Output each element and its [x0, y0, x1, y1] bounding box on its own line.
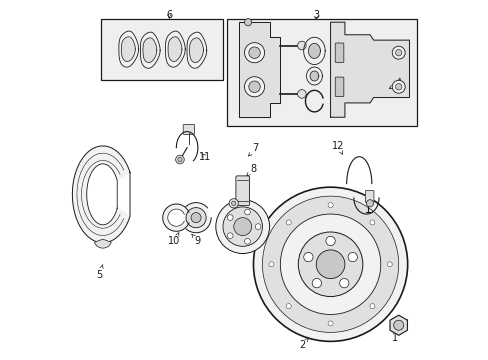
FancyBboxPatch shape	[226, 19, 416, 126]
Circle shape	[395, 84, 401, 90]
Circle shape	[391, 46, 405, 59]
Circle shape	[303, 252, 312, 262]
Circle shape	[175, 155, 184, 164]
Circle shape	[327, 321, 332, 326]
Circle shape	[244, 42, 264, 63]
Circle shape	[255, 224, 261, 229]
Polygon shape	[239, 22, 280, 117]
Polygon shape	[186, 32, 206, 68]
Text: 6: 6	[166, 10, 172, 20]
Circle shape	[191, 213, 201, 223]
Polygon shape	[189, 38, 203, 63]
Circle shape	[244, 238, 250, 244]
Circle shape	[280, 214, 380, 315]
Circle shape	[215, 200, 269, 253]
Circle shape	[311, 279, 321, 288]
Text: 8: 8	[246, 164, 256, 176]
Circle shape	[248, 47, 260, 58]
Circle shape	[297, 41, 305, 50]
Polygon shape	[167, 209, 184, 226]
Polygon shape	[165, 31, 185, 67]
Text: 3: 3	[312, 10, 319, 20]
Circle shape	[327, 203, 332, 208]
Circle shape	[244, 19, 251, 26]
Text: 7: 7	[248, 143, 258, 156]
Circle shape	[181, 203, 211, 233]
Circle shape	[297, 90, 305, 98]
Circle shape	[285, 220, 291, 225]
Circle shape	[386, 262, 391, 267]
Wedge shape	[94, 239, 111, 248]
Circle shape	[393, 320, 403, 330]
Circle shape	[178, 157, 182, 162]
Circle shape	[316, 250, 344, 279]
Circle shape	[369, 220, 374, 225]
Polygon shape	[330, 22, 408, 117]
Polygon shape	[119, 31, 138, 67]
Circle shape	[268, 262, 273, 267]
Circle shape	[298, 232, 362, 297]
Polygon shape	[72, 146, 130, 243]
FancyBboxPatch shape	[235, 176, 249, 206]
Polygon shape	[163, 204, 188, 231]
Circle shape	[262, 196, 398, 332]
Polygon shape	[168, 37, 182, 62]
FancyBboxPatch shape	[365, 190, 373, 203]
Circle shape	[366, 200, 373, 207]
Circle shape	[347, 252, 357, 262]
Circle shape	[185, 208, 206, 228]
Polygon shape	[142, 38, 157, 63]
Polygon shape	[140, 32, 160, 68]
Circle shape	[248, 81, 260, 93]
Text: 1: 1	[391, 326, 397, 343]
Text: 12: 12	[331, 141, 343, 154]
Text: 10: 10	[168, 233, 181, 246]
Circle shape	[223, 207, 262, 246]
Polygon shape	[121, 37, 135, 62]
FancyBboxPatch shape	[101, 19, 223, 80]
Polygon shape	[306, 67, 322, 85]
Text: 5: 5	[96, 265, 103, 280]
Polygon shape	[389, 315, 407, 335]
Text: 9: 9	[191, 234, 201, 246]
Polygon shape	[308, 44, 320, 58]
Text: 11: 11	[199, 152, 211, 162]
Text: 4: 4	[388, 78, 401, 89]
Circle shape	[369, 303, 374, 309]
Circle shape	[253, 187, 407, 341]
Polygon shape	[309, 71, 318, 81]
FancyBboxPatch shape	[335, 43, 343, 62]
Circle shape	[285, 303, 291, 309]
Polygon shape	[303, 37, 325, 64]
Circle shape	[391, 80, 405, 93]
Circle shape	[228, 199, 238, 208]
Circle shape	[395, 49, 401, 56]
Circle shape	[244, 209, 250, 215]
Circle shape	[339, 279, 348, 288]
Circle shape	[325, 236, 335, 246]
Circle shape	[227, 233, 233, 239]
Circle shape	[227, 215, 233, 220]
Text: 2: 2	[298, 338, 308, 350]
FancyBboxPatch shape	[183, 125, 194, 134]
Circle shape	[231, 201, 235, 206]
Circle shape	[233, 218, 251, 235]
FancyBboxPatch shape	[335, 77, 343, 96]
Circle shape	[244, 77, 264, 97]
